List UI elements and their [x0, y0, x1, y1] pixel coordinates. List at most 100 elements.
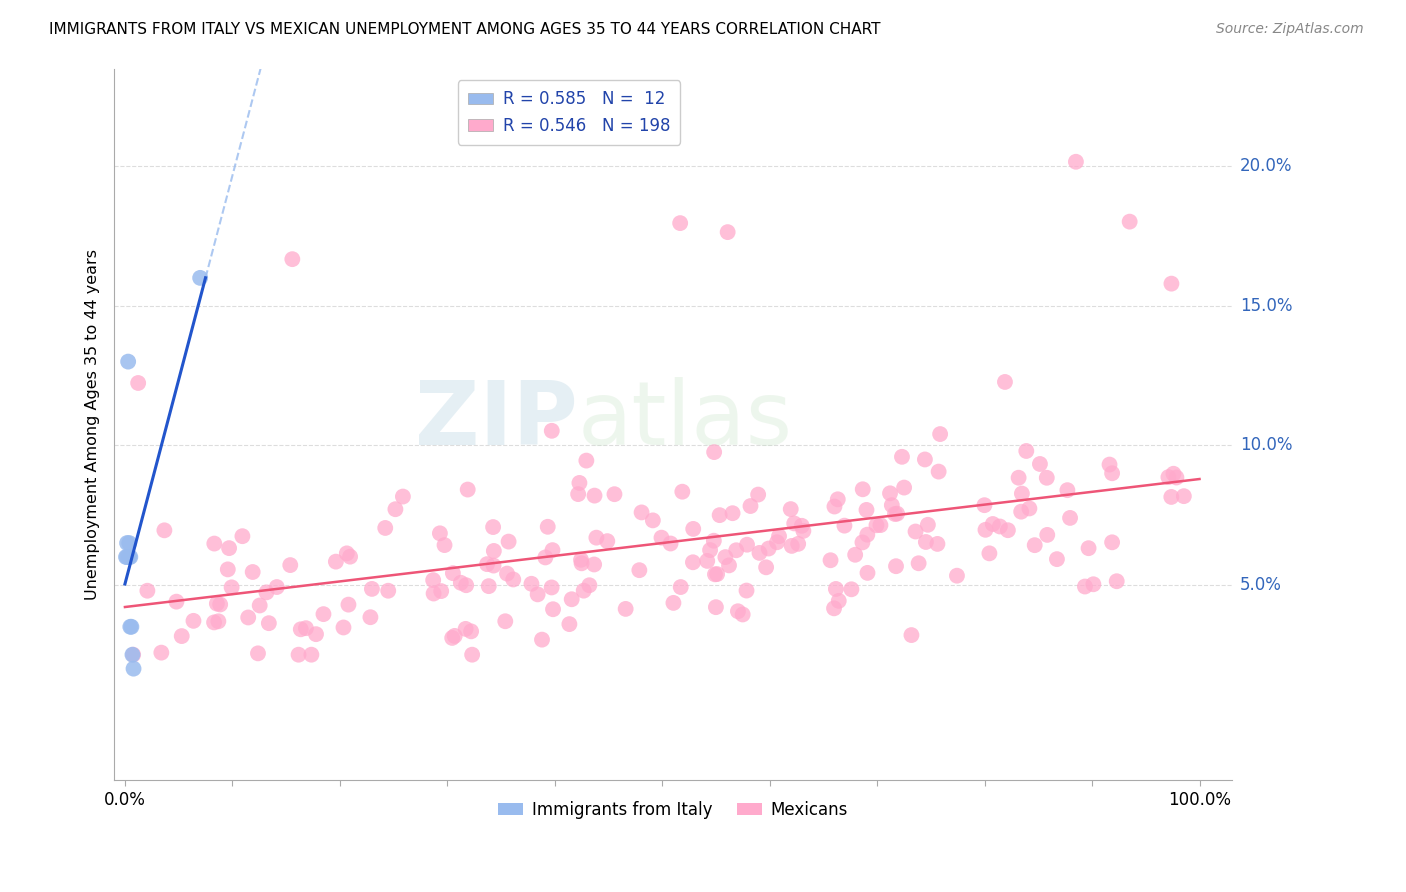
Point	[717, 225, 740, 239]
Text: IMMIGRANTS FROM ITALY VS MEXICAN UNEMPLOYMENT AMONG AGES 35 TO 44 YEARS CORRELAT: IMMIGRANTS FROM ITALY VS MEXICAN UNEMPLO…	[49, 22, 880, 37]
Point	[205, 597, 228, 611]
Point	[281, 252, 304, 267]
Point	[682, 522, 704, 536]
Point	[827, 492, 849, 507]
Point	[202, 615, 225, 630]
Point	[709, 508, 731, 523]
Point	[917, 517, 939, 532]
Point	[731, 607, 754, 622]
Point	[540, 424, 562, 438]
Point	[1157, 470, 1180, 484]
Point	[460, 624, 482, 639]
Point	[422, 573, 444, 587]
Point	[1101, 535, 1123, 549]
Point	[596, 534, 619, 549]
Point	[585, 531, 607, 545]
Point	[907, 556, 929, 570]
Point	[787, 537, 810, 551]
Point	[325, 555, 347, 569]
Point	[1077, 541, 1099, 556]
Point	[502, 573, 524, 587]
Point	[256, 585, 278, 599]
Point	[884, 507, 907, 521]
Point	[202, 536, 225, 550]
Point	[928, 465, 950, 479]
Point	[884, 559, 907, 574]
Point	[1074, 580, 1097, 594]
Point	[122, 648, 145, 662]
Point	[699, 543, 721, 558]
Point	[828, 594, 851, 608]
Point	[755, 560, 778, 574]
Point	[569, 553, 592, 567]
Point	[242, 565, 264, 579]
Point	[718, 558, 741, 573]
Point	[336, 546, 359, 560]
Point	[541, 543, 564, 558]
Point	[121, 648, 143, 662]
Point	[207, 615, 229, 629]
Point	[669, 580, 692, 594]
Point	[1024, 538, 1046, 552]
Point	[221, 580, 243, 594]
Point	[1118, 214, 1140, 228]
Point	[384, 502, 406, 516]
Point	[696, 554, 718, 568]
Point	[278, 558, 301, 573]
Point	[994, 375, 1017, 389]
Point	[374, 521, 396, 535]
Point	[450, 575, 472, 590]
Y-axis label: Unemployment Among Ages 35 to 44 years: Unemployment Among Ages 35 to 44 years	[86, 249, 100, 600]
Point	[1036, 471, 1059, 485]
Point	[628, 563, 651, 577]
Point	[1010, 505, 1032, 519]
Point	[218, 541, 240, 555]
Point	[217, 562, 239, 576]
Point	[583, 558, 606, 572]
Point	[526, 587, 548, 601]
Point	[136, 583, 159, 598]
Point	[337, 598, 360, 612]
Point	[981, 516, 1004, 531]
Point	[915, 535, 938, 549]
Point	[780, 539, 803, 553]
Point	[865, 518, 887, 533]
Point	[997, 523, 1019, 537]
Point	[305, 627, 328, 641]
Point	[823, 601, 845, 615]
Point	[170, 629, 193, 643]
Point	[630, 505, 652, 519]
Point	[430, 584, 453, 599]
Point	[231, 529, 253, 543]
Point	[1173, 489, 1195, 503]
Point	[783, 516, 806, 531]
Point	[988, 519, 1011, 533]
Point	[946, 568, 969, 582]
Point	[823, 500, 845, 514]
Point	[914, 452, 936, 467]
Point	[1046, 552, 1069, 566]
Point	[494, 614, 516, 628]
Point	[115, 536, 138, 550]
Point	[520, 576, 543, 591]
Point	[498, 534, 520, 549]
Point	[443, 629, 465, 643]
Point	[1029, 457, 1052, 471]
Text: ZIP: ZIP	[415, 377, 578, 465]
Point	[1059, 511, 1081, 525]
Point	[441, 566, 464, 581]
Point	[392, 490, 415, 504]
Text: 15.0%: 15.0%	[1240, 297, 1292, 315]
Point	[880, 498, 903, 512]
Point	[748, 546, 770, 560]
Point	[433, 538, 456, 552]
Point	[1064, 154, 1087, 169]
Point	[641, 513, 664, 527]
Point	[834, 518, 856, 533]
Point	[482, 544, 505, 558]
Point	[295, 621, 318, 635]
Text: 10.0%: 10.0%	[1240, 436, 1292, 454]
Point	[299, 648, 322, 662]
Point	[359, 610, 381, 624]
Point	[790, 518, 813, 533]
